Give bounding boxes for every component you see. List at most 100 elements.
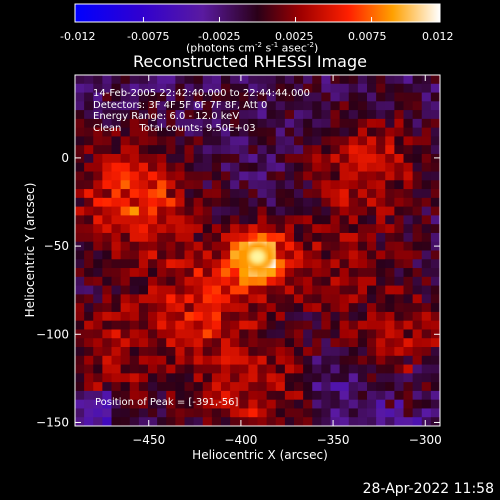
heatmap-cell (357, 224, 368, 234)
heatmap-cell (394, 285, 405, 295)
heatmap-cell (421, 303, 432, 313)
heatmap-cell (394, 101, 405, 111)
heatmap-cell (166, 83, 176, 94)
heatmap-cell (129, 347, 140, 357)
heatmap-cell (202, 399, 213, 410)
heatmap-cell (321, 347, 332, 357)
heatmap-cell (84, 329, 94, 339)
heatmap-cell (403, 390, 414, 401)
heatmap-cell (211, 320, 222, 331)
heatmap-cell (421, 171, 432, 181)
heatmap-cell (84, 215, 94, 225)
heatmap-cell (403, 232, 414, 243)
heatmap-cell (211, 408, 222, 418)
heatmap-cell (412, 303, 423, 313)
heatmap-cell (339, 127, 350, 138)
heatmap-cell (376, 110, 386, 120)
heatmap-cell (357, 197, 368, 208)
heatmap-cell (120, 390, 131, 401)
heatmap-cell (376, 373, 386, 383)
heatmap-cell (430, 355, 440, 366)
colorbar-units: (photons cm-2 s-1 asec-2) (186, 41, 319, 55)
heatmap-cell (166, 347, 176, 357)
heatmap-cell (430, 101, 440, 111)
heatmap-cell (321, 189, 332, 199)
heatmap-cell (312, 153, 322, 164)
heatmap-cell (93, 127, 103, 138)
heatmap-cell (403, 101, 414, 111)
heatmap-cell (102, 92, 113, 102)
heatmap-cell (275, 197, 286, 208)
heatmap-cell (330, 268, 341, 278)
heatmap-cell (376, 127, 386, 138)
heatmap-cell (75, 136, 85, 146)
heatmap-cell (239, 153, 249, 164)
heatmap-cell (230, 303, 240, 313)
heatmap-cell (403, 75, 414, 85)
heatmap-cell (102, 320, 113, 331)
heatmap-cell (394, 364, 405, 374)
heatmap-cell (202, 215, 213, 225)
heatmap-cell (221, 189, 231, 199)
heatmap-cell (330, 180, 341, 190)
heatmap-cell (294, 250, 304, 260)
heatmap-cell (84, 206, 94, 216)
heatmap-cell (221, 320, 231, 331)
heatmap-cell (294, 92, 304, 102)
heatmap-cell (211, 118, 222, 129)
heatmap-cell (284, 215, 295, 225)
heatmap-cell (257, 338, 268, 348)
heatmap-cell (175, 303, 186, 313)
heatmap-cell (120, 189, 131, 199)
heatmap-cell (430, 215, 440, 225)
heatmap-cell (321, 399, 332, 410)
heatmap-cell (412, 285, 423, 295)
heatmap-cell (93, 311, 103, 322)
heatmap-cell (312, 259, 322, 269)
heatmap-cell (430, 276, 440, 287)
heatmap-cell (193, 171, 204, 181)
heatmap-cell (157, 259, 167, 269)
heatmap-cell (412, 347, 423, 357)
heatmap-cell (376, 259, 386, 269)
heatmap-cell (275, 382, 286, 392)
heatmap-cell (430, 232, 440, 243)
heatmap-cell (376, 364, 386, 374)
heatmap-cell (376, 382, 386, 392)
heatmap-cell (193, 127, 204, 138)
heatmap-cell (175, 364, 186, 374)
heatmap-cell (138, 180, 149, 190)
heatmap-cell (266, 118, 277, 129)
heatmap-cell (266, 268, 277, 278)
heatmap-cell (102, 408, 113, 418)
heatmap-cell (284, 259, 295, 269)
heatmap-cell (367, 390, 377, 401)
heatmap-cell (221, 390, 231, 401)
heatmap-cell (312, 127, 322, 138)
heatmap-cell (330, 276, 341, 287)
heatmap-cell (75, 83, 85, 94)
heatmap-cell (403, 110, 414, 120)
heatmap-cell (257, 75, 268, 85)
heatmap-cell (221, 364, 231, 374)
heatmap-cell (403, 382, 414, 392)
heatmap-cell (376, 83, 386, 94)
heatmap-cell (421, 329, 432, 339)
heatmap-cell (312, 145, 322, 155)
heatmap-cell (93, 232, 103, 243)
heatmap-cell (394, 127, 405, 138)
heatmap-cell (102, 162, 113, 173)
heatmap-cell (303, 83, 313, 94)
heatmap-cell (193, 294, 204, 304)
heatmap-cell (357, 180, 368, 190)
heatmap-cell (202, 118, 213, 129)
heatmap-cell (148, 382, 158, 392)
heatmap-cell (93, 268, 103, 278)
heatmap-cell (385, 259, 395, 269)
heatmap-cell (84, 382, 94, 392)
heatmap-cell (257, 127, 268, 138)
heatmap-cell (403, 197, 414, 208)
heatmap-cell (157, 110, 167, 120)
heatmap-cell (211, 136, 222, 146)
heatmap-cell (403, 180, 414, 190)
